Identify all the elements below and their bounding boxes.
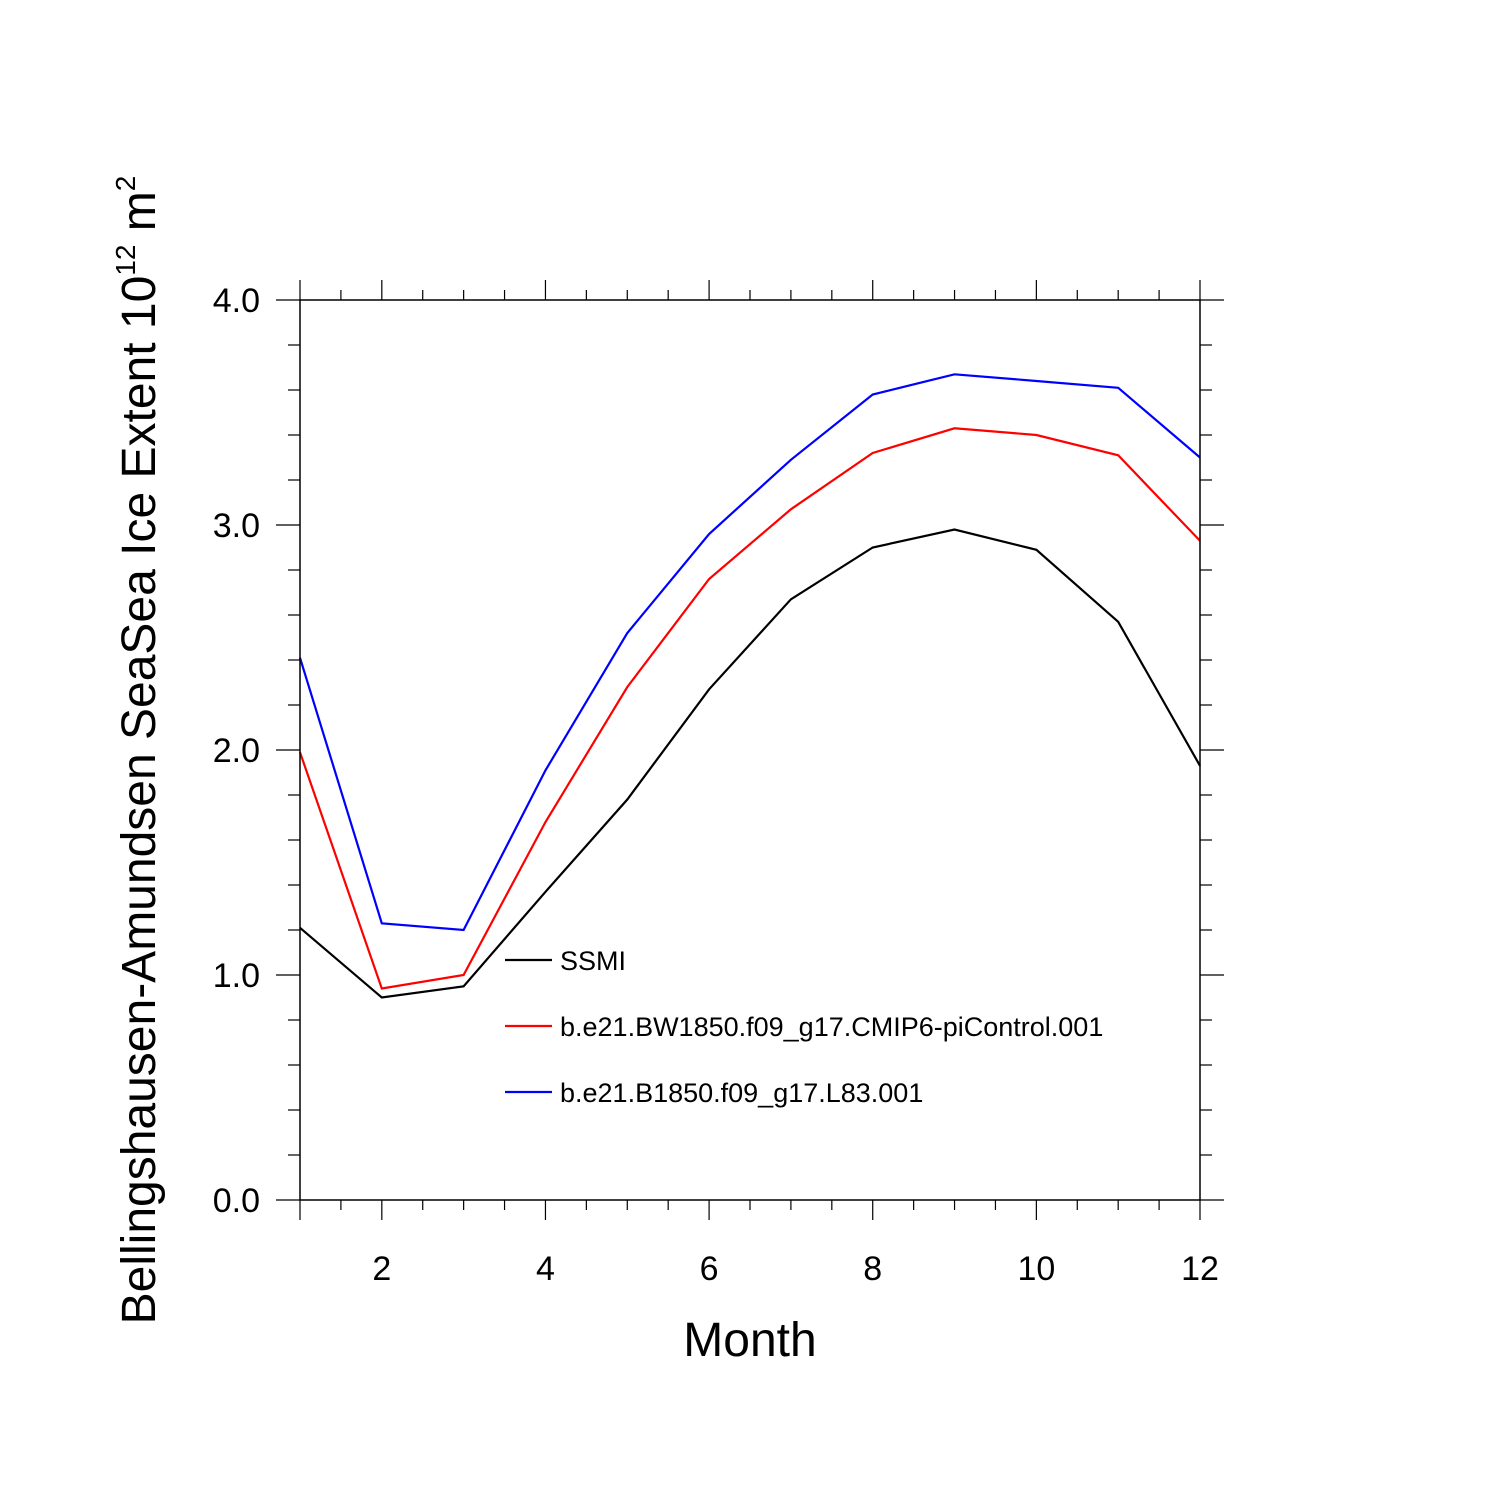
- y-tick-label: 1.0: [213, 957, 260, 995]
- series-line-2: [298, 427, 1201, 990]
- legend-label-2: b.e21.BW1850.f09_g17.CMIP6-piControl.001: [560, 1012, 1103, 1042]
- tick-labels: 2 4 6 8 10 12 0.0 1.0 2.0 3.0 4.0: [213, 282, 1219, 1288]
- legend-label-3: b.e21.B1850.f09_g17.L83.001: [560, 1078, 923, 1108]
- legend: SSMI b.e21.BW1850.f09_g17.CMIP6-piControl…: [505, 946, 1103, 1108]
- series-line-1: [299, 528, 1201, 999]
- y-axis-title-exponent: 12: [110, 245, 141, 276]
- y-tick-label: 0.0: [213, 1182, 260, 1220]
- x-tick-label: 4: [536, 1250, 555, 1288]
- x-tick-label: 12: [1181, 1250, 1219, 1288]
- y-tick-label: 4.0: [213, 282, 260, 320]
- legend-label-1: SSMI: [560, 946, 626, 976]
- x-tick-label: 8: [863, 1250, 882, 1288]
- plot-frame: [299, 299, 1201, 1201]
- y-axis-title-main: Bellingshausen-Amundsen SeaSea Ice Exten…: [113, 276, 166, 1325]
- y-axis-title-unit-exponent: 2: [110, 176, 141, 192]
- series-lines: [298, 373, 1201, 999]
- x-axis-title: Month: [683, 1314, 816, 1367]
- x-tick-label: 10: [1017, 1250, 1055, 1288]
- y-tick-label: 3.0: [213, 507, 260, 545]
- y-axis-title: Bellingshausen-Amundsen SeaSea Ice Exten…: [110, 176, 166, 1325]
- x-tick-label: 6: [700, 1250, 719, 1288]
- y-tick-label: 2.0: [213, 732, 260, 770]
- y-axis-title-unit: m: [113, 191, 166, 244]
- x-tick-label: 2: [372, 1250, 391, 1288]
- series-line-3: [298, 373, 1201, 932]
- tick-marks: [276, 280, 1224, 1220]
